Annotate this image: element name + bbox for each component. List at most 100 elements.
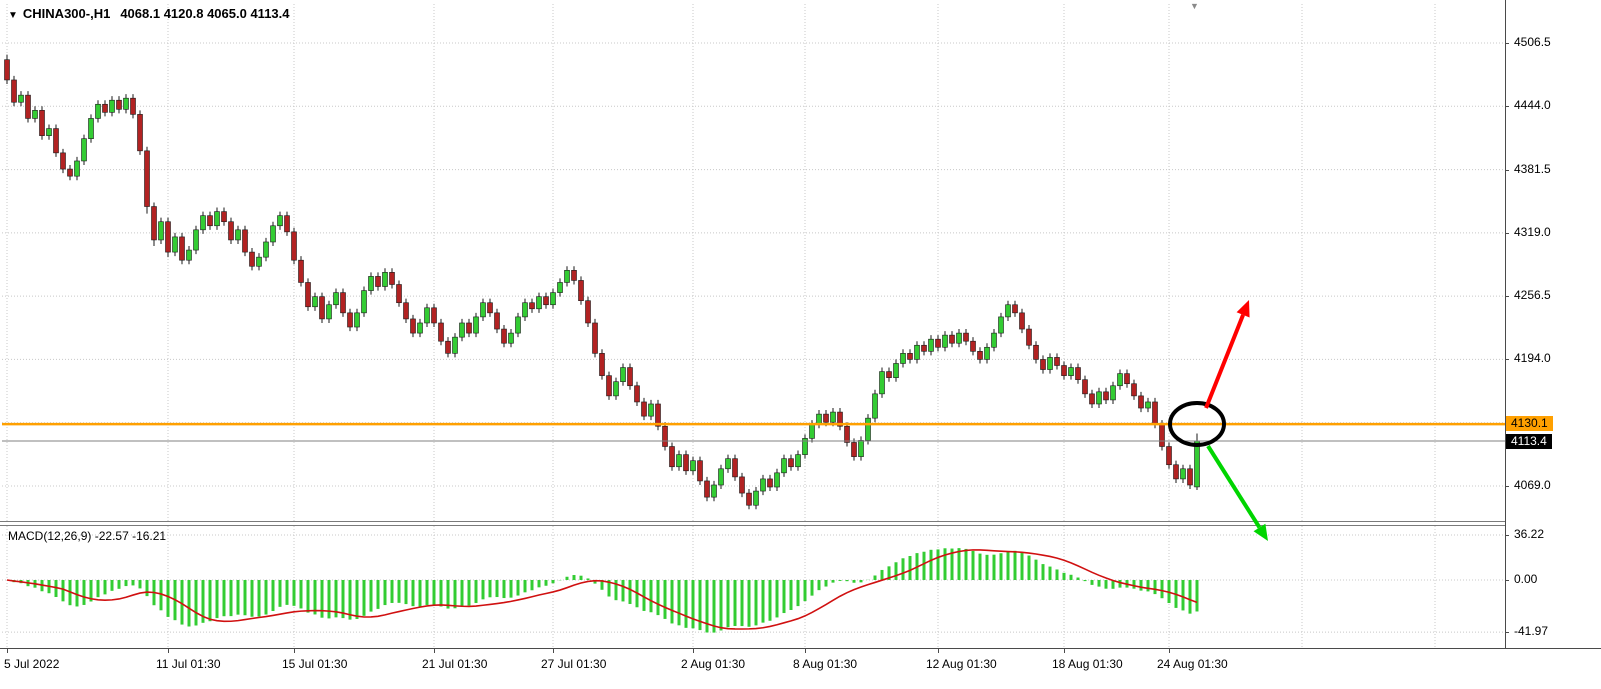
candle-body <box>515 316 521 334</box>
candle-body <box>158 221 164 241</box>
candle-body <box>501 328 507 344</box>
candle-body <box>102 103 108 113</box>
candle-body <box>46 128 52 136</box>
candle-body <box>263 241 269 258</box>
time-tick-mark <box>938 649 939 653</box>
candle-body <box>942 334 948 348</box>
candle-body <box>25 94 31 119</box>
candle-body <box>767 478 773 488</box>
candle-body <box>284 215 290 233</box>
candlestick-chart[interactable] <box>2 2 1505 522</box>
candle-body <box>144 150 150 207</box>
time-tick-mark <box>693 649 694 653</box>
candle-body <box>235 229 241 241</box>
candle-body <box>1110 385 1116 401</box>
candle-body <box>123 97 129 110</box>
candle-body <box>1061 365 1067 376</box>
candle-body <box>557 282 563 293</box>
time-axis[interactable]: 5 Jul 2022 11 Jul 01:30 15 Jul 01:30 21 Jul… <box>0 648 1601 689</box>
axis-tick-mark <box>1505 485 1509 487</box>
candle-body <box>830 411 836 423</box>
price-axis-label: 4444.0 <box>1514 98 1551 113</box>
candle-body <box>816 413 822 425</box>
candle-body <box>354 312 360 328</box>
candle-body <box>242 229 248 253</box>
candle-body <box>928 338 934 352</box>
candle-body <box>1047 357 1053 370</box>
candle-body <box>1173 464 1179 480</box>
candle-body <box>116 99 122 110</box>
candle-body <box>837 411 843 427</box>
time-axis-label: 8 Aug 01:30 <box>793 657 858 671</box>
candle-body <box>991 332 997 348</box>
candle-body <box>326 304 332 320</box>
candle-body <box>151 206 157 241</box>
candle-body <box>11 79 17 103</box>
candle-body <box>774 472 780 488</box>
price-axis-label: 4381.5 <box>1514 161 1551 176</box>
candle-body <box>613 381 619 397</box>
candle-body <box>494 312 500 330</box>
candle-body <box>963 332 969 342</box>
candle-body <box>179 236 185 261</box>
price-axis[interactable]: 4506.5 4444.0 4381.5 4319.0 4256.5 4194.0 4069… <box>1505 0 1601 648</box>
candle-body <box>396 284 402 304</box>
time-tick-mark <box>1169 649 1170 653</box>
candle-body <box>487 302 493 314</box>
time-axis-label: 12 Aug 01:30 <box>926 657 997 671</box>
candle-body <box>711 484 717 498</box>
candle-body <box>32 110 38 119</box>
macd-signal-line <box>6 549 1198 630</box>
candle-body <box>1075 367 1081 380</box>
price-axis-label: 36.22 <box>1514 527 1545 541</box>
candle-body <box>305 282 311 308</box>
candle-body <box>4 59 10 81</box>
candle-body <box>683 454 689 472</box>
candle-body <box>1180 468 1186 480</box>
macd-values: -22.57 -16.21 <box>94 529 167 543</box>
symbol-dropdown-icon[interactable]: ▼ <box>8 10 18 21</box>
chart-shift-marker-icon[interactable]: ▼ <box>1190 1 1199 11</box>
candle-body <box>60 152 66 170</box>
candle-body <box>466 322 472 334</box>
price-axis-label: 4256.5 <box>1514 288 1551 303</box>
candle-body <box>270 225 276 243</box>
time-axis-label: 27 Jul 01:30 <box>541 657 607 671</box>
candle-body <box>718 468 724 486</box>
candle-body <box>1005 304 1011 318</box>
candle-body <box>200 215 206 231</box>
panel-separator[interactable] <box>0 521 1506 526</box>
time-axis-label: 11 Jul 01:30 <box>156 657 221 671</box>
candle-body <box>746 492 752 506</box>
candle-body <box>949 334 955 344</box>
candle-body <box>221 211 227 223</box>
candle-body <box>1138 395 1144 409</box>
candle-body <box>571 270 577 281</box>
candle-body <box>277 215 283 227</box>
time-tick-mark <box>805 649 806 653</box>
candle-body <box>361 290 367 314</box>
macd-indicator-chart[interactable] <box>2 526 1505 647</box>
candle-body <box>109 99 115 113</box>
candle-body <box>256 256 262 267</box>
candle-body <box>809 423 815 439</box>
candle-body <box>984 346 990 360</box>
main-gridlines <box>2 4 1505 521</box>
candle-body <box>543 296 549 306</box>
candle-body <box>578 280 584 301</box>
candle-body <box>18 94 24 103</box>
candle-body <box>900 353 906 364</box>
axis-tick-mark <box>1505 106 1509 108</box>
time-axis-label: 5 Jul 2022 <box>4 657 60 671</box>
time-axis-label: 15 Jul 01:30 <box>282 657 348 671</box>
candle-body <box>886 371 892 378</box>
candle-body <box>536 296 542 310</box>
candle-body <box>977 351 983 360</box>
candle-body <box>851 442 857 457</box>
candle-body <box>431 307 437 324</box>
candle-body <box>214 211 220 227</box>
candle-body <box>823 413 829 423</box>
candle-body <box>207 215 213 227</box>
candle-body <box>781 458 787 474</box>
